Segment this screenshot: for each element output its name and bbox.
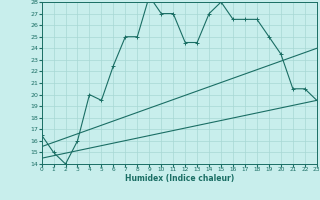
X-axis label: Humidex (Indice chaleur): Humidex (Indice chaleur) [124,174,234,183]
